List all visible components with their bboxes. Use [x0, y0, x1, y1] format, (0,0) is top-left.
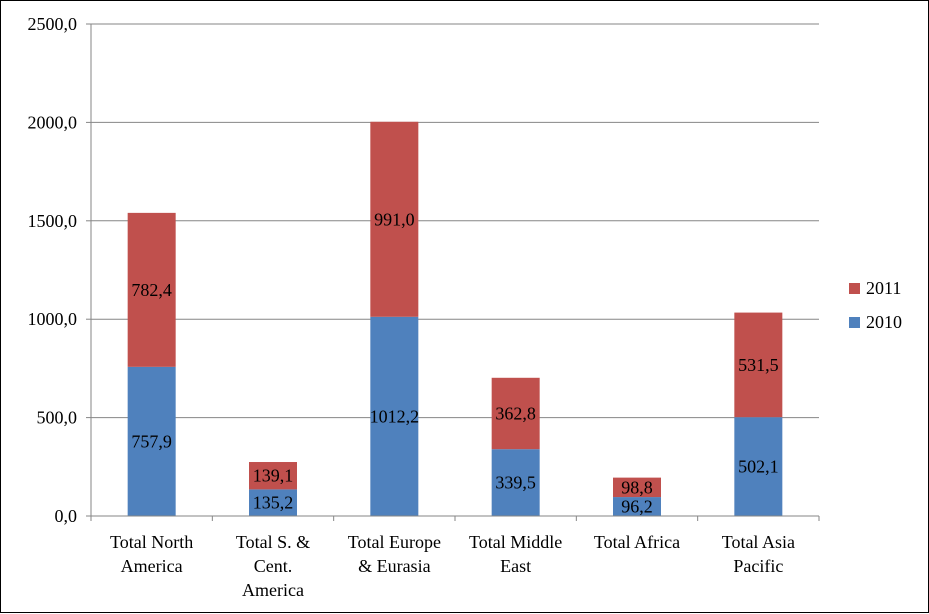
- data-label-2011: 531,5: [738, 355, 779, 375]
- category-label: Pacific: [733, 556, 783, 576]
- bar-2010-2: [370, 316, 419, 516]
- legend: 2011 2010: [849, 278, 902, 332]
- category-label: Cent.: [254, 556, 293, 576]
- bar-2011-5: [734, 312, 783, 418]
- bar-2011-3: [491, 377, 540, 450]
- y-tick-label: 2000,0: [28, 112, 78, 132]
- bar-2011-2: [370, 121, 419, 317]
- y-tick-label: 1000,0: [28, 309, 78, 329]
- bar-2011-0: [127, 212, 176, 367]
- category-label: America: [121, 556, 183, 576]
- bar-2010-3: [491, 449, 540, 516]
- bars: [127, 121, 783, 516]
- data-label-2010: 135,2: [253, 493, 294, 513]
- data-label-2011: 98,8: [621, 477, 653, 497]
- category-label: Total S. &: [236, 532, 310, 552]
- data-label-2011: 991,0: [374, 209, 415, 229]
- bar-2010-5: [734, 417, 783, 516]
- bar-2011-4: [613, 477, 661, 498]
- y-tick-label: 1500,0: [28, 211, 78, 231]
- data-label-2010: 339,5: [495, 473, 536, 493]
- legend-swatch-2010: [849, 317, 860, 328]
- axes: [86, 23, 820, 521]
- y-tick-label: 2500,0: [28, 14, 78, 34]
- data-label-2010: 757,9: [131, 431, 172, 451]
- data-labels: 757,9 782,4 135,2 139,1 1012,2 991,0 339,5 362,…: [131, 209, 778, 516]
- legend-label-2011: 2011: [866, 278, 901, 298]
- data-label-2011: 362,8: [495, 403, 536, 423]
- bar-2010-1: [249, 489, 297, 516]
- category-label: Total Middle: [469, 532, 562, 552]
- data-label-2010: 1012,2: [370, 406, 420, 426]
- category-label: Total North: [110, 532, 193, 552]
- category-label: Total Asia: [722, 532, 795, 552]
- category-label: & Eurasia: [358, 556, 430, 576]
- category-label: Total Europe: [348, 532, 441, 552]
- data-label-2010: 502,1: [738, 457, 779, 477]
- x-axis-categories: Total North America Total S. & Cent. America…: [110, 532, 795, 600]
- data-label-2011: 782,4: [131, 280, 172, 300]
- category-label: Total Africa: [594, 532, 680, 552]
- y-axis-ticks: 0,0 500,0 1000,0 1500,0 2000,0 2500,0: [28, 14, 78, 526]
- bar-2010-0: [127, 366, 176, 516]
- bar-2011-1: [249, 462, 297, 490]
- bar-2010-4: [613, 497, 661, 516]
- legend-label-2010: 2010: [866, 312, 902, 332]
- y-tick-label: 0,0: [55, 506, 78, 526]
- data-label-2011: 139,1: [253, 466, 294, 486]
- category-label: East: [500, 556, 531, 576]
- legend-swatch-2011: [849, 283, 860, 294]
- data-label-2010: 96,2: [621, 497, 653, 517]
- y-tick-label: 500,0: [37, 408, 78, 428]
- gridlines: [91, 23, 819, 517]
- category-label: America: [242, 580, 304, 600]
